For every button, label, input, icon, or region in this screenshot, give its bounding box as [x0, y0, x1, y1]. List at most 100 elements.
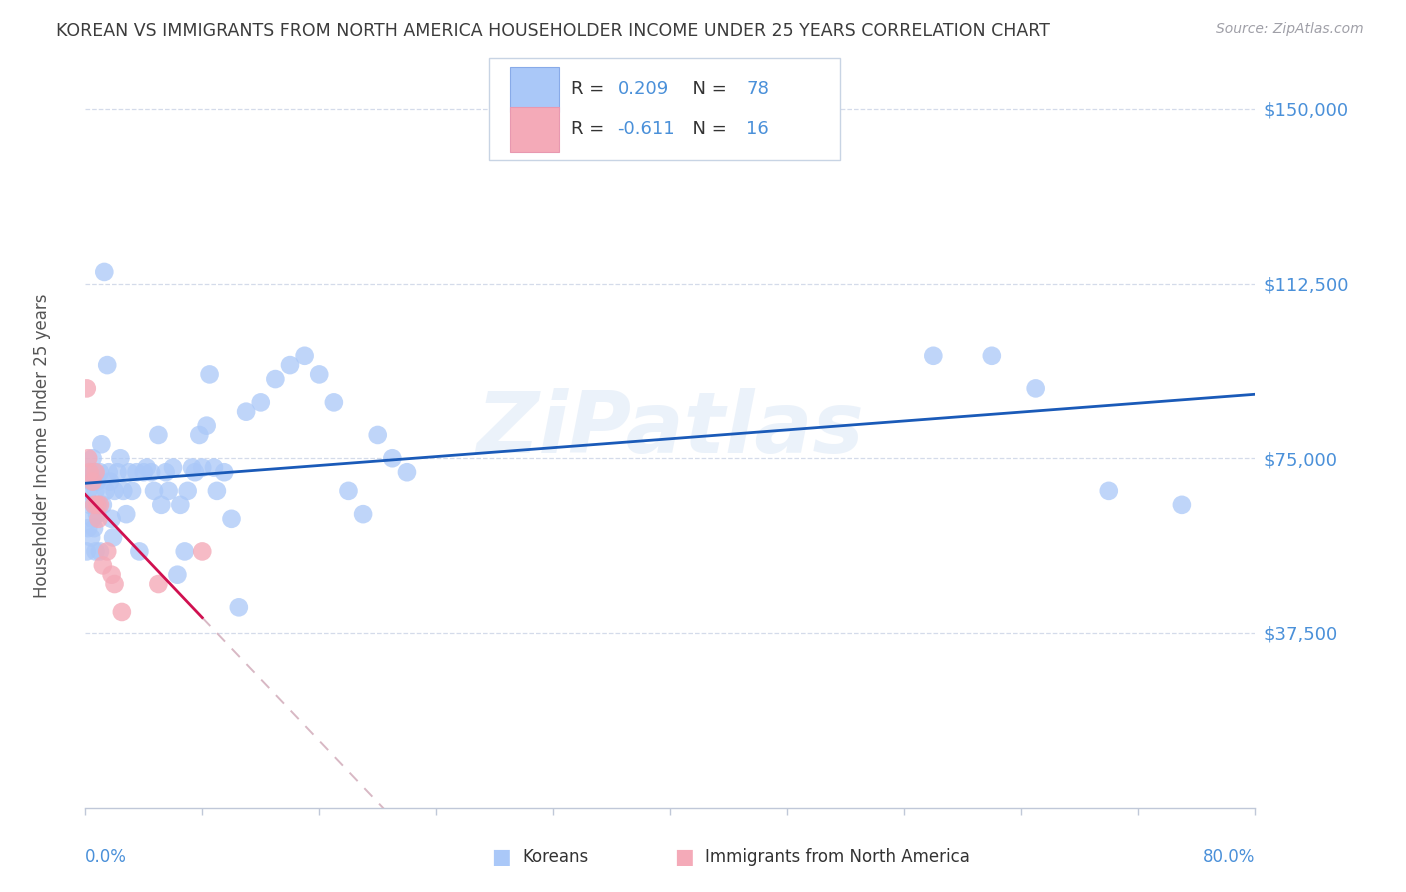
Point [143, 483, 166, 498]
Point [249, 395, 271, 409]
Point [83, 521, 105, 535]
Point [100, 512, 122, 526]
Text: 78: 78 [747, 80, 769, 98]
Point [322, 395, 344, 409]
Point [125, 465, 148, 479]
Point [264, 372, 287, 386]
Point [195, 418, 218, 433]
Point [176, 483, 198, 498]
Point [150, 498, 173, 512]
Point [84, 465, 107, 479]
Point [221, 512, 243, 526]
Point [112, 483, 135, 498]
Point [89, 498, 111, 512]
Point [79, 465, 101, 479]
FancyBboxPatch shape [510, 107, 560, 152]
Text: ■: ■ [675, 847, 695, 867]
Point [79, 498, 101, 512]
Point [128, 544, 150, 558]
Point [84, 483, 107, 498]
Point [212, 465, 235, 479]
Text: R =: R = [571, 120, 610, 138]
Point [278, 358, 301, 372]
Point [87, 498, 110, 512]
Point [980, 349, 1002, 363]
Point [169, 498, 191, 512]
Point [191, 544, 214, 558]
Point [352, 507, 374, 521]
Text: 0.0%: 0.0% [86, 847, 127, 866]
Point [155, 465, 177, 479]
Point [83, 498, 105, 512]
Point [98, 475, 121, 489]
Point [77, 521, 100, 535]
Point [202, 460, 225, 475]
Point [191, 460, 214, 475]
Point [337, 483, 360, 498]
Point [121, 483, 143, 498]
Point [89, 544, 111, 558]
Point [103, 577, 125, 591]
Point [97, 465, 120, 479]
Point [83, 498, 105, 512]
Point [80, 531, 103, 545]
Point [294, 349, 316, 363]
Point [395, 465, 418, 479]
Text: Immigrants from North America: Immigrants from North America [706, 847, 970, 865]
Point [198, 368, 221, 382]
Point [79, 465, 101, 479]
Text: Householder Income Under 25 years: Householder Income Under 25 years [34, 293, 51, 599]
Point [922, 349, 945, 363]
Point [135, 460, 157, 475]
Point [381, 451, 404, 466]
Point [76, 381, 98, 395]
Text: 0.209: 0.209 [617, 80, 669, 98]
Point [82, 475, 104, 489]
Point [96, 358, 118, 372]
FancyBboxPatch shape [489, 58, 839, 161]
Point [87, 512, 110, 526]
Point [162, 460, 184, 475]
Point [80, 475, 103, 489]
Point [93, 265, 115, 279]
Point [77, 483, 100, 498]
Point [181, 460, 204, 475]
Point [205, 483, 228, 498]
Point [91, 558, 114, 573]
Point [100, 567, 122, 582]
Point [166, 567, 188, 582]
Point [107, 465, 129, 479]
Point [101, 531, 124, 545]
Point [82, 512, 104, 526]
Point [76, 544, 98, 558]
Point [308, 368, 330, 382]
Point [86, 475, 108, 489]
Text: -0.611: -0.611 [617, 120, 675, 138]
Point [86, 507, 108, 521]
Point [157, 483, 180, 498]
FancyBboxPatch shape [510, 67, 560, 112]
Point [111, 605, 134, 619]
Point [235, 405, 257, 419]
Point [118, 465, 141, 479]
Text: Koreans: Koreans [523, 847, 589, 865]
Point [89, 465, 111, 479]
Point [148, 428, 170, 442]
Point [82, 451, 104, 466]
Text: R =: R = [571, 80, 610, 98]
Point [96, 544, 118, 558]
Point [1098, 483, 1121, 498]
Text: 16: 16 [747, 120, 769, 138]
Point [94, 483, 117, 498]
Point [132, 465, 155, 479]
Point [110, 451, 132, 466]
Text: ZiPatlas: ZiPatlas [477, 388, 865, 471]
Point [1025, 381, 1047, 395]
Point [188, 428, 211, 442]
Point [115, 507, 138, 521]
Point [228, 600, 250, 615]
Point [367, 428, 389, 442]
Text: 80.0%: 80.0% [1202, 847, 1256, 866]
Text: ■: ■ [492, 847, 512, 867]
Text: N =: N = [681, 120, 733, 138]
